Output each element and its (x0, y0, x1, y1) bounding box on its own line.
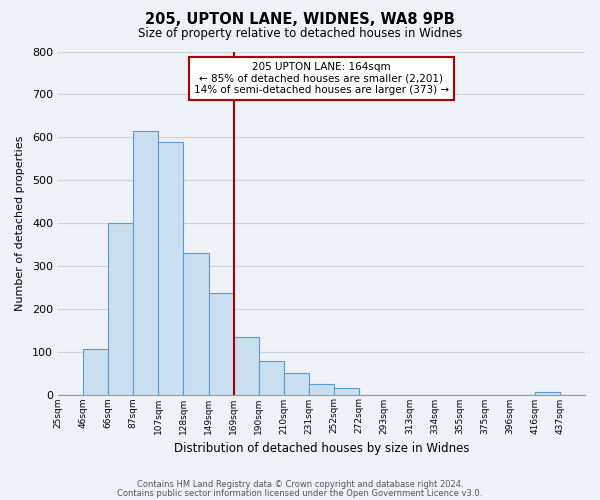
Text: Contains HM Land Registry data © Crown copyright and database right 2024.: Contains HM Land Registry data © Crown c… (137, 480, 463, 489)
Y-axis label: Number of detached properties: Number of detached properties (15, 136, 25, 310)
Bar (535, 392, 560, 394)
Text: 205, UPTON LANE, WIDNES, WA8 9PB: 205, UPTON LANE, WIDNES, WA8 9PB (145, 12, 455, 28)
Text: Contains public sector information licensed under the Open Government Licence v3: Contains public sector information licen… (118, 489, 482, 498)
Bar (158, 142, 184, 394)
Bar (334, 388, 359, 394)
Bar (133, 131, 158, 394)
Bar (83, 350, 108, 395)
X-axis label: Distribution of detached houses by size in Widnes: Distribution of detached houses by size … (174, 442, 469, 455)
Bar (233, 336, 259, 394)
Bar (108, 223, 133, 394)
Bar (184, 253, 209, 394)
Bar (309, 384, 334, 394)
Text: 205 UPTON LANE: 164sqm
← 85% of detached houses are smaller (2,201)
14% of semi-: 205 UPTON LANE: 164sqm ← 85% of detached… (194, 62, 449, 95)
Bar (209, 293, 233, 394)
Bar (284, 373, 309, 394)
Bar (259, 362, 284, 394)
Text: Size of property relative to detached houses in Widnes: Size of property relative to detached ho… (138, 28, 462, 40)
